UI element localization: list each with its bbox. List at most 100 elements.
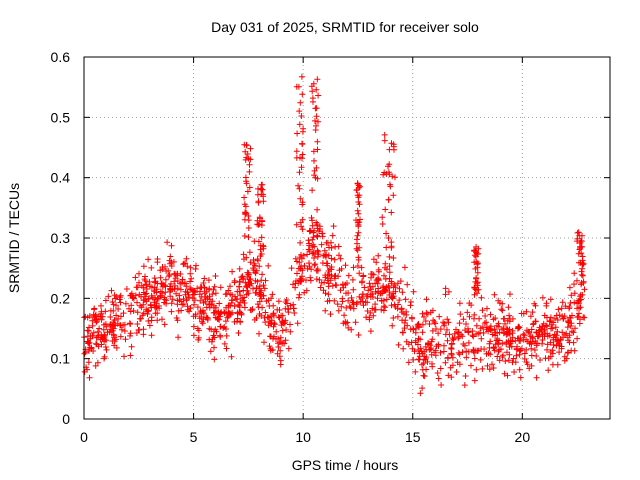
data-point: [145, 256, 152, 263]
data-point: [518, 310, 525, 317]
data-point: [457, 311, 464, 318]
data-point: [580, 260, 587, 267]
data-point: [322, 307, 329, 314]
data-point: [294, 130, 301, 137]
data-point: [579, 272, 586, 279]
data-point: [217, 284, 224, 291]
data-point: [566, 284, 573, 291]
data-point: [454, 329, 461, 336]
data-point: [259, 186, 266, 193]
data-point: [539, 337, 546, 343]
data-point: [299, 140, 305, 147]
data-point: [367, 291, 374, 298]
data-point: [310, 148, 317, 155]
data-point: [391, 146, 397, 153]
data-point: [292, 280, 299, 287]
data-point: [118, 326, 125, 333]
data-point: [183, 255, 190, 262]
data-point: [551, 315, 558, 322]
data-point: [532, 318, 539, 325]
data-point: [483, 319, 490, 326]
data-point: [514, 325, 521, 332]
data-point: [109, 323, 116, 330]
data-point: [385, 196, 392, 203]
data-point: [564, 324, 571, 331]
data-point: [258, 277, 265, 284]
data-point: [324, 277, 331, 284]
data-point: [429, 307, 436, 314]
data-point: [380, 297, 387, 304]
data-point: [505, 304, 512, 311]
data-point: [568, 347, 575, 354]
data-point: [547, 349, 554, 355]
data-point: [471, 285, 478, 291]
data-point: [314, 206, 321, 213]
data-point: [210, 286, 217, 293]
data-point: [466, 313, 473, 320]
data-point: [102, 297, 109, 304]
data-point: [514, 343, 521, 350]
data-point: [528, 326, 535, 333]
data-point: [568, 292, 575, 299]
data-point: [310, 249, 317, 256]
data-point: [331, 256, 338, 263]
data-point: [541, 312, 548, 319]
data-point: [388, 239, 395, 246]
data-point: [216, 300, 223, 307]
data-point: [177, 286, 184, 293]
data-point: [314, 76, 321, 83]
y-tick-label: 0.5: [51, 109, 71, 125]
data-point: [382, 276, 389, 282]
data-point: [147, 302, 154, 309]
data-point: [166, 283, 173, 290]
data-point: [440, 348, 447, 355]
data-point: [315, 92, 322, 99]
data-point: [445, 288, 452, 295]
data-point: [565, 349, 572, 356]
data-point: [575, 250, 582, 257]
data-point: [81, 368, 88, 375]
data-point: [442, 285, 449, 292]
data-point: [499, 307, 506, 314]
data-point: [343, 290, 349, 297]
data-point: [247, 145, 254, 152]
data-point: [399, 329, 406, 336]
data-point: [415, 321, 422, 327]
data-point: [399, 317, 406, 324]
data-point: [260, 292, 267, 299]
data-point: [415, 335, 422, 342]
data-point: [296, 291, 303, 298]
data-point: [449, 362, 456, 369]
data-point: [359, 291, 366, 298]
data-point: [203, 288, 210, 295]
data-point: [552, 324, 559, 331]
data-point: [383, 296, 390, 303]
data-point: [248, 307, 255, 314]
data-point: [436, 313, 443, 320]
data-point: [441, 322, 448, 329]
data-point: [136, 326, 143, 333]
data-point: [304, 251, 311, 258]
data-point: [561, 353, 568, 360]
data-point: [392, 174, 398, 181]
data-point: [415, 346, 422, 353]
data-point: [231, 303, 238, 310]
data-point: [201, 310, 207, 317]
data-point: [270, 310, 277, 317]
data-point: [335, 307, 342, 314]
data-point: [523, 346, 530, 353]
data-point: [575, 229, 582, 236]
data-point: [244, 188, 251, 195]
data-point: [356, 270, 363, 277]
data-point: [183, 297, 190, 304]
data-point: [396, 285, 403, 292]
data-point: [122, 300, 129, 307]
data-point: [470, 333, 477, 340]
data-point: [375, 268, 382, 275]
data-point: [143, 290, 150, 297]
data-point: [350, 286, 357, 293]
data-point: [174, 270, 181, 277]
data-point: [501, 370, 508, 377]
data-point: [507, 291, 513, 298]
data-point: [133, 284, 140, 291]
